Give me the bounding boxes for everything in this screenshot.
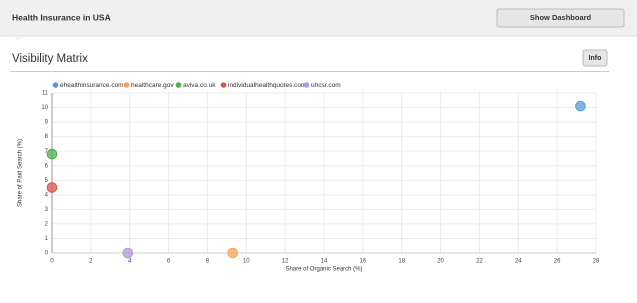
info-button[interactable] [582, 49, 608, 67]
x-tick-label: 10 [243, 259, 250, 265]
dashboard-button[interactable] [496, 8, 625, 28]
y-axis-label: Share of Paid Search (%) [18, 139, 24, 207]
x-tick-label: 12 [282, 259, 289, 265]
y-tick-label: 3 [45, 207, 49, 213]
section-title: Visibility Matrix [12, 53, 88, 65]
legend-marker [303, 82, 310, 88]
x-tick-label: 8 [206, 259, 210, 265]
point [122, 247, 134, 259]
x-axis-label: Share of Organic Search (%) [285, 267, 362, 273]
dashboard-button-label[interactable]: Show Dashboard [530, 13, 592, 22]
legend-label: ehealthinsurance.com [60, 82, 124, 89]
x-tick-label: 4 [128, 259, 132, 265]
y-tick-label: 4 [45, 192, 49, 198]
legend-label: aviva.co.uk [183, 82, 216, 89]
y-tick-label: 1 [45, 236, 49, 242]
y-tick-label: 2 [45, 221, 49, 227]
legend-marker [220, 82, 227, 88]
page-title: Health Insurance in USA [12, 12, 111, 22]
point [575, 100, 586, 112]
y-tick-label: 8 [45, 134, 49, 140]
x-tick-label: 14 [321, 259, 328, 265]
x-tick-label: 6 [167, 259, 171, 265]
point [46, 182, 58, 193]
pointer [13, 36, 23, 41]
x-tick-label: 18 [398, 259, 405, 265]
y-tick-label: 6 [45, 163, 49, 169]
legend-label: healthcare.gov [131, 82, 174, 89]
point [227, 247, 238, 259]
y-tick-label: 7 [45, 149, 49, 155]
x-tick-label: 28 [593, 259, 600, 265]
x-tick-label: 0 [50, 259, 54, 265]
x-tick-label: 26 [554, 259, 561, 265]
legend-label: individualhealthquotes.com [228, 82, 306, 89]
y-tick-label: 11 [42, 91, 49, 97]
legend-label: uhcsr.com [311, 82, 341, 89]
point [46, 148, 58, 160]
x-tick-label: 16 [360, 259, 367, 265]
y-tick-label: 0 [45, 251, 49, 257]
x-tick-label: 24 [515, 259, 522, 265]
y-tick-label: 5 [45, 178, 49, 184]
legend-marker [123, 82, 130, 88]
legend-marker [175, 82, 182, 88]
x-tick-label: 22 [476, 259, 483, 265]
info-button-label[interactable]: Info [589, 55, 602, 62]
legend-marker [52, 82, 59, 88]
x-tick-label: 2 [89, 259, 93, 265]
y-tick-label: 10 [41, 105, 48, 111]
x-tick-label: 20 [437, 259, 444, 265]
y-tick-label: 9 [45, 120, 49, 126]
